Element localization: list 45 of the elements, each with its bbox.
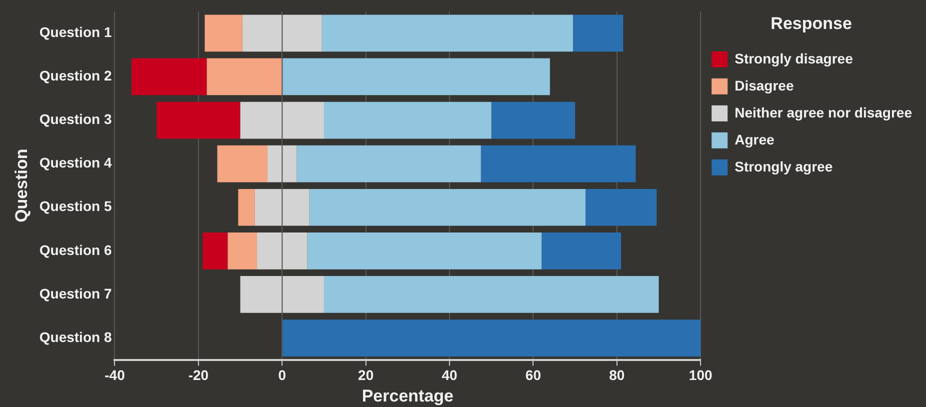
legend-label: Strongly disagree	[734, 50, 854, 66]
legend-label: Strongly agree	[734, 158, 833, 174]
legend-label: Disagree	[734, 77, 794, 94]
bar	[324, 102, 492, 139]
legend-label: Agree	[734, 131, 774, 148]
bar	[204, 14, 242, 52]
bar	[572, 14, 624, 52]
bar	[282, 320, 701, 356]
y-tick-label: Question 7	[39, 285, 112, 302]
x-tick-label: 20	[358, 367, 374, 384]
legend-label: Neither agree nor disagree	[734, 104, 912, 120]
x-tick-label: -40	[104, 367, 126, 384]
bar	[131, 58, 207, 96]
y-tick-label: Question 8	[39, 328, 112, 345]
x-tick-label: 80	[609, 367, 625, 384]
bar	[202, 232, 228, 270]
bar	[206, 58, 282, 96]
bar	[228, 232, 258, 270]
bar	[322, 14, 573, 52]
bar	[480, 145, 636, 182]
bar	[309, 188, 586, 226]
bar	[156, 102, 240, 139]
bar	[217, 145, 268, 182]
x-tick-label: -20	[188, 367, 209, 384]
legend-title: Response	[770, 14, 852, 34]
y-tick-label: Question 3	[39, 111, 112, 128]
bar	[307, 232, 542, 270]
bar	[324, 276, 659, 313]
bar	[238, 188, 255, 226]
x-tick-label: 100	[688, 367, 712, 384]
y-tick-label: Question 5	[39, 198, 112, 214]
y-tick-label: Question 1	[39, 24, 112, 40]
x-tick-label: 60	[525, 367, 542, 384]
bar	[491, 102, 576, 139]
y-tick-label: Question 4	[39, 154, 112, 171]
y-axis-title: Question	[12, 148, 31, 222]
bar	[282, 58, 550, 96]
x-tick-label: 0	[278, 367, 286, 384]
x-axis-title: Percentage	[362, 386, 454, 406]
x-tick-label: 40	[442, 367, 458, 384]
bar	[542, 232, 622, 270]
y-tick-label: Question 6	[39, 242, 112, 258]
y-tick-label: Question 2	[39, 68, 112, 84]
bar	[296, 145, 481, 182]
bar	[586, 188, 657, 226]
